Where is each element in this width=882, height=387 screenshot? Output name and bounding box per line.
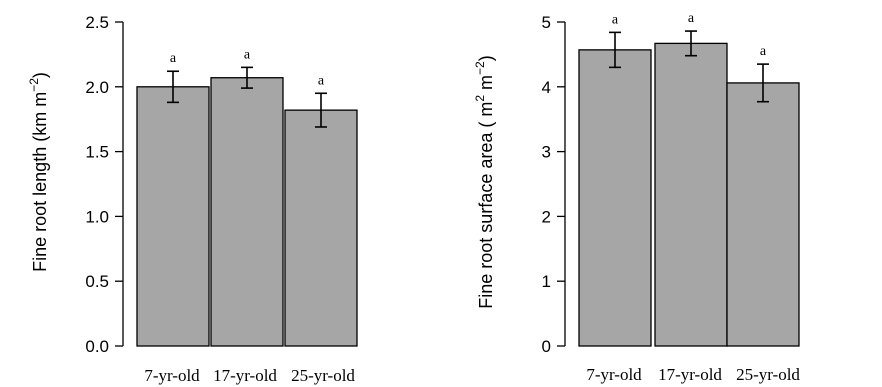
y-tick-label: 4 [542, 78, 551, 97]
bar-7-yr-old [578, 49, 652, 347]
significance-letter: a [170, 51, 177, 66]
y-axis-title-area-exponent-1: 2 [473, 95, 487, 102]
panel-fine-root-length: Fine root length (km m−2) 0.0 0.5 1.0 1.5 2.… [27, 13, 358, 385]
x-category-label: 17-yr-old [213, 366, 277, 385]
y-tick-label: 2.5 [85, 13, 109, 32]
y-tick-label: 2.0 [85, 78, 109, 97]
y-tick-label: 0 [542, 337, 551, 356]
bar-7-yr-old [136, 86, 210, 347]
y-axis-title-length-exponent: −2 [27, 78, 41, 92]
bar-25-yr-old [284, 109, 358, 347]
panel-fine-root-surface-area: Fine root surface area ( m2 m−2) 0 1 2 3 4 5 a… [473, 11, 800, 384]
x-category-label: 17-yr-old [658, 365, 722, 384]
bar-17-yr-old [210, 77, 284, 347]
significance-letter: a [760, 44, 767, 59]
y-axis-title-length: Fine root length (km m−2) [27, 72, 50, 272]
y-tick-label: 2 [542, 207, 551, 226]
y-tick-label: 1 [542, 272, 551, 291]
y-axis-title-surface-area: Fine root surface area ( m2 m−2) [473, 55, 496, 308]
y-tick-label: 0.0 [85, 337, 109, 356]
y-tick-label: 3 [542, 143, 551, 162]
y-tick-label: 5 [542, 13, 551, 32]
significance-letter: a [244, 47, 251, 62]
significance-letter: a [612, 12, 619, 27]
significance-letter: a [318, 73, 325, 88]
y-tick-label: 1.5 [85, 143, 109, 162]
y-tick-label: 0.5 [85, 272, 109, 291]
x-category-label: 7-yr-old [144, 366, 200, 385]
x-category-label: 25-yr-old [736, 365, 800, 384]
x-category-label: 7-yr-old [586, 365, 642, 384]
x-category-label: 25-yr-old [291, 366, 355, 385]
bar-17-yr-old [654, 42, 728, 347]
bar-25-yr-old [726, 82, 800, 347]
significance-letter: a [688, 11, 695, 26]
y-axis-title-area-exponent-2: −2 [473, 61, 487, 75]
y-tick-label: 1.0 [85, 207, 109, 226]
